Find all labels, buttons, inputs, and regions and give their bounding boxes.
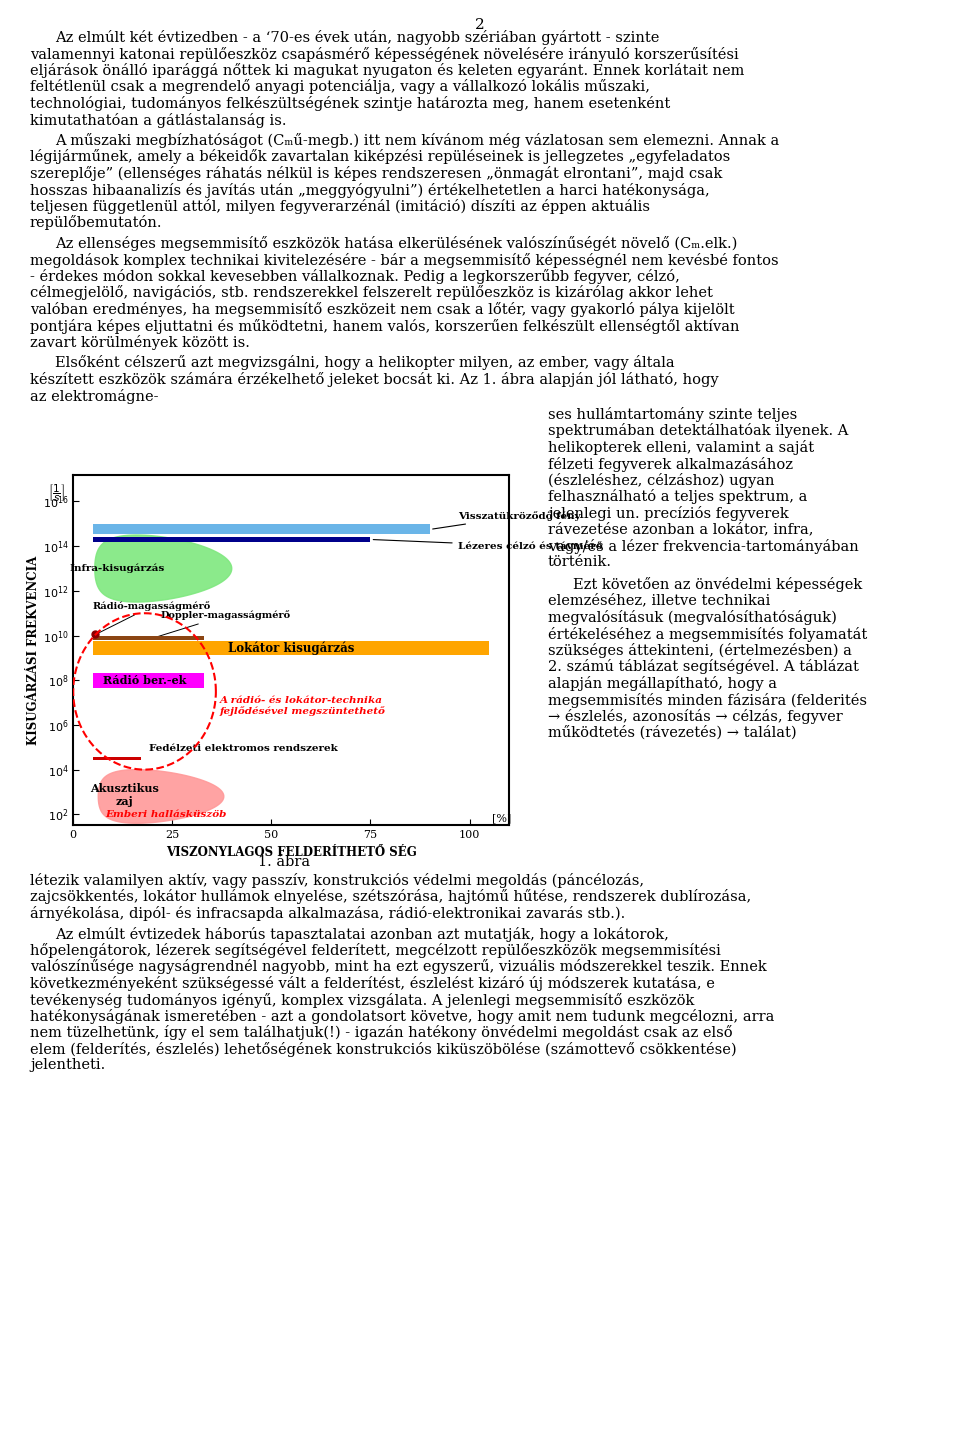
Text: Visszatükröződő fény: Visszatükröződő fény <box>433 511 580 528</box>
Text: valamennyi katonai repülőeszköz csapásmérő képességének növelésére irányuló kors: valamennyi katonai repülőeszköz csapásmé… <box>30 46 739 62</box>
Text: zavart körülmények között is.: zavart körülmények között is. <box>30 336 250 350</box>
Text: nem tüzelhetünk, így el sem találhatjuk(!) - igazán hatékony önvédelmi megoldást: nem tüzelhetünk, így el sem találhatjuk(… <box>30 1025 732 1041</box>
Text: tevékenység tudományos igényű, komplex vizsgálata. A jelenlegi megsemmisítő eszk: tevékenység tudományos igényű, komplex v… <box>30 992 694 1008</box>
Text: Doppler-magasságmérő: Doppler-magasságmérő <box>156 611 291 638</box>
Text: 1. ábra: 1. ábra <box>258 855 310 868</box>
Text: (észleléshez, célzáshoz) ugyan: (észleléshez, célzáshoz) ugyan <box>548 472 775 488</box>
Bar <box>93 537 371 541</box>
Text: technológiai, tudományos felkészültségének szintje határozta meg, hanem esetenké: technológiai, tudományos felkészültségén… <box>30 96 670 111</box>
Text: működtetés (rávezetés) → találat): működtetés (rávezetés) → találat) <box>548 726 797 740</box>
Text: Lézeres célzó és távmérő: Lézeres célzó és távmérő <box>373 540 602 550</box>
Text: létezik valamilyen aktív, vagy passzív, konstrukciós védelmi megoldás (páncélozá: létezik valamilyen aktív, vagy passzív, … <box>30 873 644 888</box>
Text: zajcsökkentés, lokátor hullámok elnyelése, szétszórása, hajtómű hűtése, rendszer: zajcsökkentés, lokátor hullámok elnyelés… <box>30 890 752 904</box>
Text: félzeti fegyverek alkalmazásához: félzeti fegyverek alkalmazásához <box>548 456 793 471</box>
Text: szereplője” (ellenséges ráhatás nélkül is képes rendszeresen „önmagát elrontani”: szereplője” (ellenséges ráhatás nélkül i… <box>30 166 722 181</box>
Text: Akusztikus
zaj: Akusztikus zaj <box>90 783 159 808</box>
Text: Infra-kisugárzás: Infra-kisugárzás <box>69 564 164 573</box>
Text: A műszaki megbízhatóságot (Cₘű-megb.) itt nem kívánom még vázlatosan sem elemezn: A műszaki megbízhatóságot (Cₘű-megb.) it… <box>55 132 780 148</box>
Text: történik.: történik. <box>548 556 612 569</box>
Text: Az elmúlt évtizedek háborús tapasztalatai azonban azt mutatják, hogy a lokátorok: Az elmúlt évtizedek háborús tapasztalata… <box>55 926 669 942</box>
Text: elemzéséhez, illetve technikai: elemzéséhez, illetve technikai <box>548 593 770 608</box>
Text: helikopterek elleni, valamint a saját: helikopterek elleni, valamint a saját <box>548 441 814 455</box>
Polygon shape <box>98 769 224 824</box>
Polygon shape <box>95 536 231 602</box>
Bar <box>93 641 490 655</box>
Text: értékeléséhez a megsemmisítés folyamatát: értékeléséhez a megsemmisítés folyamatát <box>548 626 867 641</box>
Bar <box>93 757 140 759</box>
Text: megvalósításuk (megvalósíthatóságuk): megvalósításuk (megvalósíthatóságuk) <box>548 611 837 625</box>
Text: [%]: [%] <box>492 814 511 824</box>
Text: vagy/és a lézer frekvencia-tartományában: vagy/és a lézer frekvencia-tartományában <box>548 539 859 554</box>
Text: elem (felderítés, észlelés) lehetőségének konstrukciós kiküszöbölése (számottevő: elem (felderítés, észlelés) lehetőségéne… <box>30 1043 736 1057</box>
X-axis label: VISZONYLAGOS FELDERÍTHETŐ SÉG: VISZONYLAGOS FELDERÍTHETŐ SÉG <box>166 845 417 858</box>
Text: 2: 2 <box>475 17 485 32</box>
Text: alapján megállapítható, hogy a: alapján megállapítható, hogy a <box>548 675 777 691</box>
Text: valószínűsége nagyságrendnél nagyobb, mint ha ezt egyszerű, vizuális módszerekke: valószínűsége nagyságrendnél nagyobb, mi… <box>30 959 767 975</box>
Bar <box>93 672 204 687</box>
Text: pontjára képes eljuttatni és működtetni, hanem valós, korszerűen felkészült elle: pontjára képes eljuttatni és működtetni,… <box>30 318 739 334</box>
Y-axis label: KISUGÁRZÁSI FREKVENCIA: KISUGÁRZÁSI FREKVENCIA <box>27 556 39 744</box>
Bar <box>93 636 204 641</box>
Text: $\left[\dfrac{1}{s}\right]$: $\left[\dfrac{1}{s}\right]$ <box>48 482 65 504</box>
Text: árnyékolása, dipól- és infracsapda alkalmazása, rádió-elektronikai zavarás stb.): árnyékolása, dipól- és infracsapda alkal… <box>30 906 625 922</box>
Text: feltétlenül csak a megrendelő anyagi potenciálja, vagy a vállalkozó lokális műsz: feltétlenül csak a megrendelő anyagi pot… <box>30 79 650 95</box>
Text: spektrumában detektálhatóak ilyenek. A: spektrumában detektálhatóak ilyenek. A <box>548 423 849 439</box>
Text: valóban eredményes, ha megsemmisítő eszközeit nem csak a lőtér, vagy gyakorló pá: valóban eredményes, ha megsemmisítő eszk… <box>30 302 734 317</box>
Text: - érdekes módon sokkal kevesebben vállalkoznak. Pedig a legkorszerűbb fegyver, c: - érdekes módon sokkal kevesebben vállal… <box>30 269 680 284</box>
Text: légijárműnek, amely a békeidők zavartalan kiképzési repüléseinek is jellegzetes : légijárműnek, amely a békeidők zavartala… <box>30 150 731 164</box>
Text: Emberi hallásküszöb: Emberi hallásküszöb <box>105 811 227 819</box>
Text: hatékonyságának ismeretében - azt a gondolatsort követve, hogy amit nem tudunk m: hatékonyságának ismeretében - azt a gond… <box>30 1009 775 1024</box>
Text: → észlelés, azonosítás → célzás, fegyver: → észlelés, azonosítás → célzás, fegyver <box>548 708 843 724</box>
Text: megsemmisítés minden fázisára (felderités: megsemmisítés minden fázisára (felderité… <box>548 693 867 707</box>
Text: 2. számú táblázat segítségével. A táblázat: 2. számú táblázat segítségével. A tábláz… <box>548 660 859 674</box>
Text: Ezt követően az önvédelmi képességek: Ezt követően az önvédelmi képességek <box>573 577 862 592</box>
Text: rávezetése azonban a lokátor, infra,: rávezetése azonban a lokátor, infra, <box>548 523 813 537</box>
Text: Az elmúlt két évtizedben - a ‘70-es évek után, nagyobb szériában gyártott - szin: Az elmúlt két évtizedben - a ‘70-es évek… <box>55 30 660 45</box>
Text: eljárások önálló iparággá nőttek ki magukat nyugaton és keleten egyaránt. Ennek : eljárások önálló iparággá nőttek ki magu… <box>30 63 744 78</box>
Text: jelentheti.: jelentheti. <box>30 1058 106 1073</box>
Text: ses hullámtartomány szinte teljes: ses hullámtartomány szinte teljes <box>548 408 797 422</box>
Text: A rádió- és lokátor-technika
fejlődésével megszüntethető: A rádió- és lokátor-technika fejlődéséve… <box>220 696 386 716</box>
Text: megoldások komplex technikai kivitelezésére - bár a megsemmisítő képességnél nem: megoldások komplex technikai kivitelezés… <box>30 252 779 268</box>
Text: kimutathatóan a gátlástalanság is.: kimutathatóan a gátlástalanság is. <box>30 112 286 128</box>
Text: készített eszközök számára érzékelhető jeleket bocsát ki. Az 1. ábra alapján jól: készített eszközök számára érzékelhető j… <box>30 372 719 387</box>
Text: szükséges áttekinteni, (értelmezésben) a: szükséges áttekinteni, (értelmezésben) a <box>548 644 852 658</box>
Text: az elektromágne-: az elektromágne- <box>30 389 158 403</box>
Text: hőpelengátorok, lézerek segítségével felderített, megcélzott repülőeszközök megs: hőpelengátorok, lézerek segítségével fel… <box>30 943 721 958</box>
Text: teljesen függetlenül attól, milyen fegyverarzénál (imitáció) díszíti az éppen ak: teljesen függetlenül attól, milyen fegyv… <box>30 199 650 215</box>
Text: következményeként szükségessé vált a felderítést, észlelést kizáró új módszerek : következményeként szükségessé vált a fel… <box>30 976 715 991</box>
Text: Fedélzeti elektromos rendszerek: Fedélzeti elektromos rendszerek <box>149 744 337 753</box>
Text: Az ellenséges megsemmisítő eszközök hatása elkerülésének valószínűségét növelő (: Az ellenséges megsemmisítő eszközök hatá… <box>55 236 737 251</box>
Text: Rádió-magasságmérő: Rádió-magasságmérő <box>93 602 211 632</box>
Text: felhasználható a teljes spektrum, a: felhasználható a teljes spektrum, a <box>548 490 807 504</box>
Text: hosszas hibaanalizís és javítás után „meggyógyulni”) értékelhetetlen a harci hat: hosszas hibaanalizís és javítás után „me… <box>30 183 709 197</box>
Text: Rádió ber.-ek: Rádió ber.-ek <box>103 675 186 685</box>
Text: jelenlegi un. precíziós fegyverek: jelenlegi un. precíziós fegyverek <box>548 505 789 521</box>
Text: Lokátor kisugárzás: Lokátor kisugárzás <box>228 641 354 655</box>
Text: Elsőként célszerű azt megvizsgálni, hogy a helikopter milyen, az ember, vagy ált: Elsőként célszerű azt megvizsgálni, hogy… <box>55 356 675 370</box>
Text: célmegjelölő, navigációs, stb. rendszerekkel felszerelt repülőeszköz is kizáróla: célmegjelölő, navigációs, stb. rendszere… <box>30 285 713 301</box>
Bar <box>93 524 430 534</box>
Text: repülőbemutatón.: repülőbemutatón. <box>30 216 162 230</box>
